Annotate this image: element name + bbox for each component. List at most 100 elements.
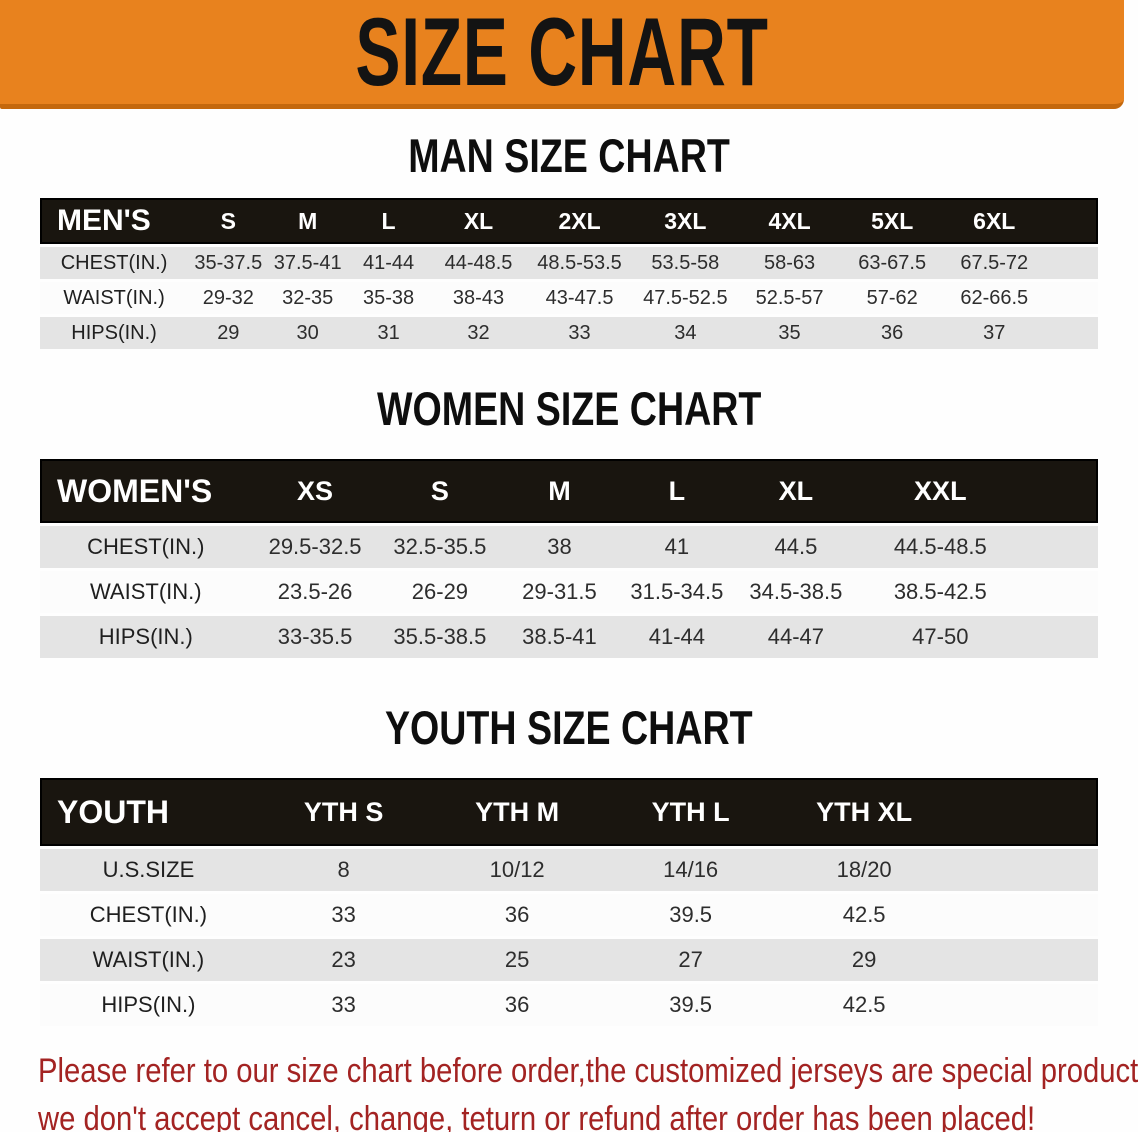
measurement-row-hips: HIPS(IN.) 29 30 31 32 33 34 35 36 37 — [40, 317, 1098, 349]
womens-table-title: WOMEN'S — [40, 459, 252, 523]
size-value-cell: 41-44 — [617, 616, 737, 658]
size-value-cell: 38-43 — [430, 282, 527, 314]
size-column-header: L — [346, 198, 431, 244]
header-spacer — [1045, 198, 1098, 244]
size-value-cell: 29 — [777, 939, 951, 981]
size-value-cell: 34.5-38.5 — [736, 571, 856, 613]
size-value-cell: 29-31.5 — [501, 571, 618, 613]
disclaimer-line-1-text: Please refer to our size chart before or… — [38, 1052, 1138, 1090]
size-value-cell: 38 — [501, 526, 618, 568]
disclaimer-line-2: we don't accept cancel, change, teturn o… — [38, 1095, 1138, 1132]
size-column-header: 5XL — [840, 198, 944, 244]
size-value-cell: 57-62 — [840, 282, 944, 314]
row-label: WAIST(IN.) — [40, 571, 252, 613]
size-value-cell: 23 — [256, 939, 431, 981]
size-value-cell: 47-50 — [855, 616, 1025, 658]
size-value-cell: 32 — [430, 317, 527, 349]
row-label: CHEST(IN.) — [40, 894, 257, 936]
size-value-cell: 33 — [256, 894, 431, 936]
measurement-row-waist: WAIST(IN.) 23 25 27 29 — [40, 939, 1098, 981]
youth-table-header-row: YOUTH YTH S YTH M YTH L YTH XL — [40, 778, 1098, 846]
size-value-cell: 14/16 — [603, 849, 778, 891]
row-spacer — [1045, 282, 1098, 314]
mens-table-title: MEN'S — [40, 198, 189, 244]
size-value-cell: 35-38 — [346, 282, 431, 314]
row-spacer — [950, 849, 1098, 891]
size-column-header: S — [378, 459, 502, 523]
row-spacer — [1024, 571, 1098, 613]
size-value-cell: 53.5-58 — [632, 247, 739, 279]
measurement-row-waist: WAIST(IN.) 29-32 32-35 35-38 38-43 43-47… — [40, 282, 1098, 314]
measurement-row-hips: HIPS(IN.) 33-35.5 35.5-38.5 38.5-41 41-4… — [40, 616, 1098, 658]
size-column-header: XL — [430, 198, 527, 244]
size-value-cell: 31 — [346, 317, 431, 349]
size-value-cell: 62-66.5 — [943, 282, 1046, 314]
size-column-header: 6XL — [943, 198, 1046, 244]
youth-section-heading: YOUTH SIZE CHART — [0, 703, 1138, 753]
youth-table-title: YOUTH — [40, 778, 257, 846]
row-label: U.S.SIZE — [40, 849, 257, 891]
size-value-cell: 27 — [603, 939, 778, 981]
size-value-cell: 32-35 — [268, 282, 347, 314]
womens-table-header-row: WOMEN'S XS S M L XL XXL — [40, 459, 1098, 523]
size-value-cell: 32.5-35.5 — [378, 526, 502, 568]
size-column-header: YTH XL — [777, 778, 951, 846]
size-column-header: YTH L — [603, 778, 778, 846]
size-column-header: M — [268, 198, 347, 244]
size-value-cell: 35.5-38.5 — [378, 616, 502, 658]
size-column-header: 4XL — [738, 198, 841, 244]
size-value-cell: 10/12 — [430, 849, 604, 891]
size-column-header: 2XL — [526, 198, 633, 244]
size-value-cell: 29.5-32.5 — [251, 526, 379, 568]
size-value-cell: 26-29 — [378, 571, 502, 613]
size-value-cell: 30 — [268, 317, 347, 349]
size-column-header: YTH M — [430, 778, 604, 846]
youth-size-table: YOUTH YTH S YTH M YTH L YTH XL U.S.SIZE … — [40, 775, 1098, 1029]
size-value-cell: 38.5-41 — [501, 616, 618, 658]
size-value-cell: 58-63 — [738, 247, 841, 279]
size-value-cell: 33 — [526, 317, 633, 349]
size-value-cell: 48.5-53.5 — [526, 247, 633, 279]
row-label: WAIST(IN.) — [40, 282, 189, 314]
size-value-cell: 23.5-26 — [251, 571, 379, 613]
header-spacer — [1024, 459, 1098, 523]
size-value-cell: 25 — [430, 939, 604, 981]
size-column-header: M — [501, 459, 618, 523]
mens-table-header-row: MEN'S S M L XL 2XL 3XL 4XL 5XL 6XL — [40, 198, 1098, 244]
size-column-header: XL — [736, 459, 856, 523]
size-value-cell: 29 — [188, 317, 269, 349]
size-value-cell: 33-35.5 — [251, 616, 379, 658]
size-value-cell: 35 — [738, 317, 841, 349]
size-chart-banner: SIZE CHART — [0, 0, 1124, 109]
size-value-cell: 36 — [430, 984, 604, 1026]
size-value-cell: 52.5-57 — [738, 282, 841, 314]
size-value-cell: 67.5-72 — [943, 247, 1046, 279]
row-label: CHEST(IN.) — [40, 526, 252, 568]
row-label: CHEST(IN.) — [40, 247, 189, 279]
size-value-cell: 42.5 — [777, 984, 951, 1026]
size-value-cell: 33 — [256, 984, 431, 1026]
size-value-cell: 37.5-41 — [268, 247, 347, 279]
size-value-cell: 8 — [256, 849, 431, 891]
row-spacer — [1024, 616, 1098, 658]
size-column-header: YTH S — [256, 778, 431, 846]
size-value-cell: 36 — [430, 894, 604, 936]
size-column-header: L — [617, 459, 737, 523]
disclaimer-line-2-text: we don't accept cancel, change, teturn o… — [38, 1100, 1036, 1132]
row-spacer — [1045, 317, 1098, 349]
size-column-header: S — [188, 198, 269, 244]
size-value-cell: 41-44 — [346, 247, 431, 279]
size-value-cell: 44-47 — [736, 616, 856, 658]
size-value-cell: 44.5-48.5 — [855, 526, 1025, 568]
header-spacer — [950, 778, 1098, 846]
banner-title: SIZE CHART — [355, 0, 769, 106]
measurement-row-chest: CHEST(IN.) 35-37.5 37.5-41 41-44 44-48.5… — [40, 247, 1098, 279]
disclaimer: Please refer to our size chart before or… — [38, 1047, 1138, 1132]
size-column-header: XXL — [855, 459, 1025, 523]
man-section-heading: MAN SIZE CHART — [0, 131, 1138, 181]
size-value-cell: 39.5 — [603, 984, 778, 1026]
size-column-header: 3XL — [632, 198, 739, 244]
measurement-row-hips: HIPS(IN.) 33 36 39.5 42.5 — [40, 984, 1098, 1026]
row-spacer — [1045, 247, 1098, 279]
row-spacer — [950, 894, 1098, 936]
